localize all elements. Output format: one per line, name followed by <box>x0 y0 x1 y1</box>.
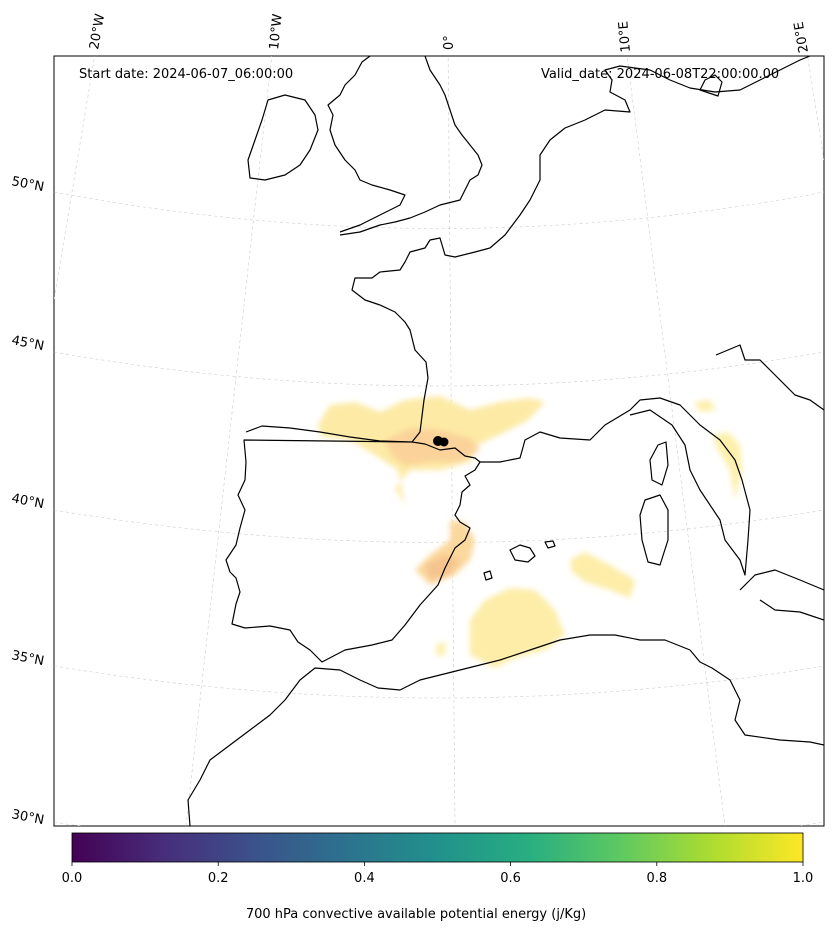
coast-north-europe <box>489 56 811 249</box>
coast-gulf-of-lion <box>480 397 751 576</box>
coast-sardinia <box>639 494 669 566</box>
colorbar-tick-label: 0.0 <box>62 871 83 886</box>
parallel-35n <box>54 665 824 699</box>
coast-adriatic <box>715 344 824 411</box>
start-date-label: Start date: 2024-06-07_06:00:00 <box>79 67 294 82</box>
parallel-40n <box>54 509 824 543</box>
colorbar-label: 700 hPa convective available potential e… <box>245 907 587 922</box>
cape-core-valencia <box>425 555 460 580</box>
coast-mallorca <box>509 544 536 563</box>
graticule <box>54 56 824 826</box>
colorbar-tick-label: 1.0 <box>793 871 814 886</box>
lon-label-20e: 20°E <box>792 21 812 54</box>
coast-ibiza <box>483 570 493 581</box>
cape-region-balearic-east <box>570 552 635 598</box>
lon-label-0: 0° <box>442 35 457 50</box>
lat-label-30n: 30°N <box>10 807 45 828</box>
meridian-10e <box>626 56 726 826</box>
meridian-0 <box>447 56 456 826</box>
coast-corsica <box>649 441 669 486</box>
lon-label-10e: 10°E <box>616 21 634 53</box>
meridian-20w <box>54 56 95 301</box>
location-marker <box>433 436 449 447</box>
colorbar: 0.0 0.2 0.4 0.6 0.8 1.0 <box>62 832 814 886</box>
colorbar-gradient <box>71 832 804 863</box>
colorbar-tick-label: 0.2 <box>208 871 229 886</box>
colorbar-tick-label: 0.6 <box>500 871 521 886</box>
coast-menorca <box>544 540 556 549</box>
latitude-labels: 50°N 45°N 40°N 35°N 30°N <box>10 174 45 828</box>
coast-iberia <box>225 237 491 663</box>
lon-label-20w: 20°W <box>87 13 108 51</box>
lon-label-10w: 10°W <box>267 13 286 50</box>
meridian-20e <box>807 56 824 161</box>
cape-region-algeria <box>470 588 565 668</box>
cape-region-small <box>436 642 446 656</box>
meridian-10w <box>185 56 273 826</box>
parallel-45n <box>54 351 824 387</box>
coast-north-africa <box>187 634 824 826</box>
lat-label-50n: 50°N <box>10 174 45 195</box>
lat-label-45n: 45°N <box>10 333 45 354</box>
valid-date-label: Valid_date: 2024-06-08T22:00:00.00 <box>541 67 780 82</box>
coastlines <box>187 56 824 826</box>
coast-great-britain <box>327 56 483 236</box>
colorbar-tick-label: 0.8 <box>646 871 667 886</box>
lat-label-35n: 35°N <box>10 648 45 669</box>
colorbar-ticks: 0.0 0.2 0.4 0.6 0.8 1.0 <box>62 862 814 886</box>
cape-region-italy <box>712 432 742 500</box>
coast-denmark <box>699 74 723 97</box>
colorbar-tick-label: 0.4 <box>354 871 375 886</box>
coast-italy-south <box>739 569 824 621</box>
lat-label-40n: 40°N <box>10 491 45 512</box>
cape-region-italy-north <box>694 400 716 412</box>
coast-ireland <box>247 94 319 181</box>
longitude-labels: 20°W 10°W 0° 10°E 20°E <box>87 13 812 54</box>
